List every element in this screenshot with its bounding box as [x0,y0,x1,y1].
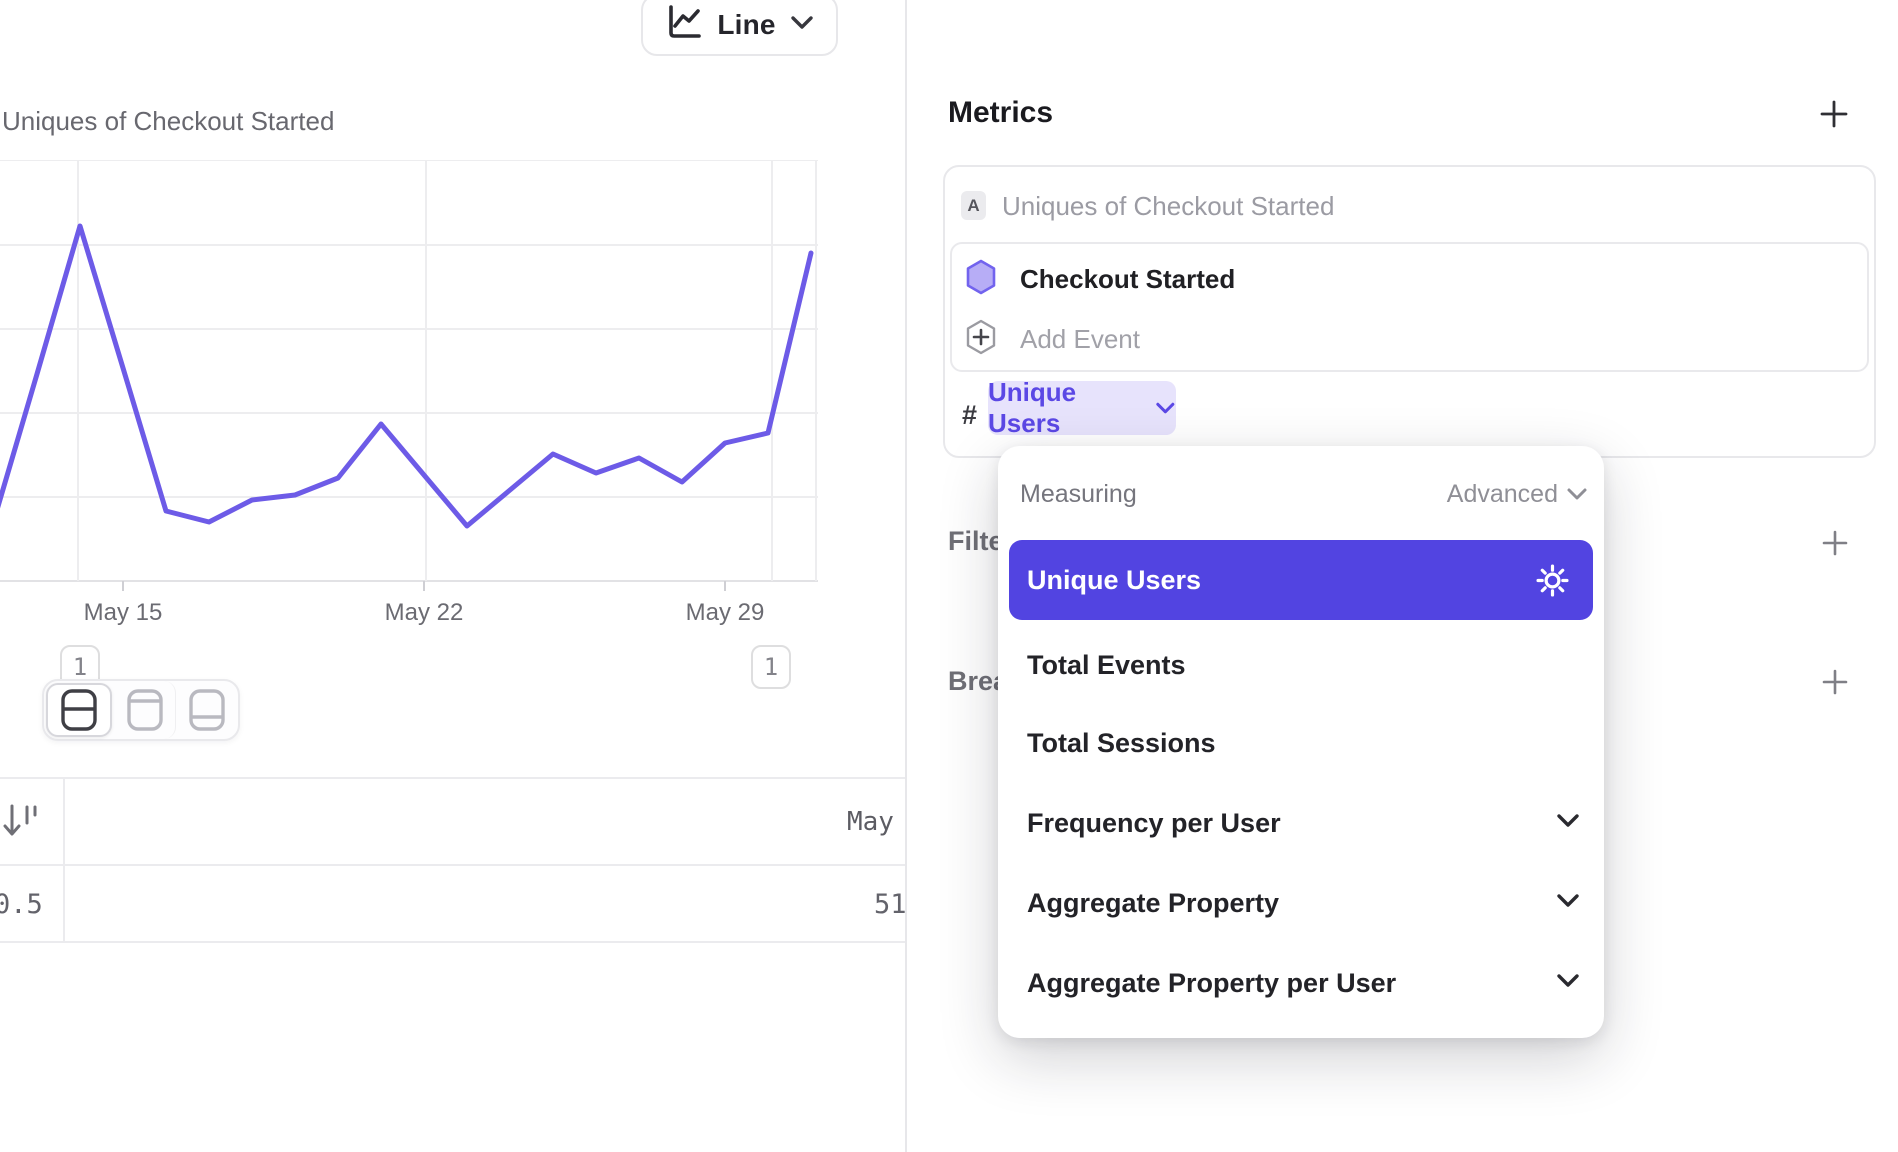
chart-type-selector[interactable]: Line [641,0,838,56]
metrics-section-title: Metrics [948,96,1054,129]
add-event-hexagon-plus-icon [965,319,997,360]
dropdown-item[interactable]: Total Sessions [1027,723,1216,763]
add-breakdown-button[interactable] [1820,667,1850,697]
metric-card: A Uniques of Checkout Started Checkout S… [943,165,1876,458]
chart-title: Uniques of Checkout Started [2,106,335,136]
dropdown-item-label: Total Sessions [1027,727,1216,758]
view-toggle-split-rows-view[interactable] [46,683,112,737]
table-top-border [0,777,905,779]
chevron-down-icon [1555,892,1581,914]
chart-panel: Line Uniques of Checkout Started May 15 M… [0,0,905,1152]
table-column-header[interactable]: May [847,807,894,837]
add-event-label: Add Event [1020,323,1140,354]
series-line [0,223,814,529]
event-hexagon-icon [965,259,997,300]
dropdown-item-label: Aggregate Property per User [1027,967,1397,998]
gear-icon[interactable] [1536,564,1569,602]
add-metric-button[interactable] [1818,98,1850,130]
chevron-down-icon [1567,488,1587,500]
dropdown-item-label: Frequency per User [1027,807,1281,838]
measuring-label: Measuring [1020,480,1137,508]
measurement-chip[interactable]: Unique Users [988,377,1176,438]
add-filter-button[interactable] [1820,528,1850,558]
line-chart[interactable] [0,160,818,592]
x-axis-tick-label: May 22 [384,599,464,626]
x-axis-tick-label: May 15 [83,599,163,626]
line-chart-icon [665,4,703,47]
dropdown-header: Measuring Advanced [998,476,1604,518]
split-rows-view-icon [61,689,97,731]
dropdown-item[interactable]: Frequency per User [1027,803,1579,843]
chart-only-view-icon [126,689,163,731]
row-header-value: 0.5 [0,889,43,920]
dropdown-item-label: Unique Users [1027,564,1202,595]
dropdown-item[interactable]: Aggregate Property [1027,883,1579,923]
advanced-label: Advanced [1446,480,1558,508]
event-name: Checkout Started [1020,263,1236,294]
pagination-right-button[interactable]: 1 [751,645,791,689]
dropdown-item[interactable]: Aggregate Property per User [1027,963,1579,1003]
add-event-button[interactable]: Add Event [952,308,1867,370]
chevron-down-icon [1555,812,1581,834]
x-axis-tick-label: May 29 [685,599,765,626]
dropdown-item-selected[interactable]: Unique Users [1009,540,1593,620]
dropdown-item[interactable]: Total Events [1027,645,1186,685]
table-column-border [63,777,65,943]
event-list: Checkout Started Add Event [950,242,1869,372]
metric-name[interactable]: Uniques of Checkout Started [1002,191,1335,221]
table-bottom-border [0,941,905,943]
table-cell-value: 51 [874,889,905,920]
event-row-checkout-started[interactable]: Checkout Started [952,248,1867,310]
panel-divider [905,0,907,1152]
table-header-border [0,864,905,866]
metric-badge: A [961,191,986,220]
table-only-view-icon [189,689,225,731]
view-toggle-chart-only-view[interactable] [114,681,177,739]
chevron-down-icon [790,15,814,36]
advanced-mode-selector[interactable]: Advanced [1447,480,1588,509]
sort-descending-icon[interactable] [2,803,40,844]
dropdown-item-label: Aggregate Property [1027,887,1280,918]
chevron-down-icon [1555,972,1581,994]
chevron-down-icon [1156,402,1175,413]
view-toggle [42,679,240,741]
measuring-dropdown: Measuring Advanced Unique Users Total Eve… [998,446,1604,1038]
measurement-chip-label: Unique Users [988,377,1077,438]
dropdown-item-label: Total Events [1027,649,1186,680]
measure-type-symbol: # [962,400,978,430]
view-toggle-table-only-view[interactable] [176,681,238,739]
chart-type-label: Line [717,9,776,40]
